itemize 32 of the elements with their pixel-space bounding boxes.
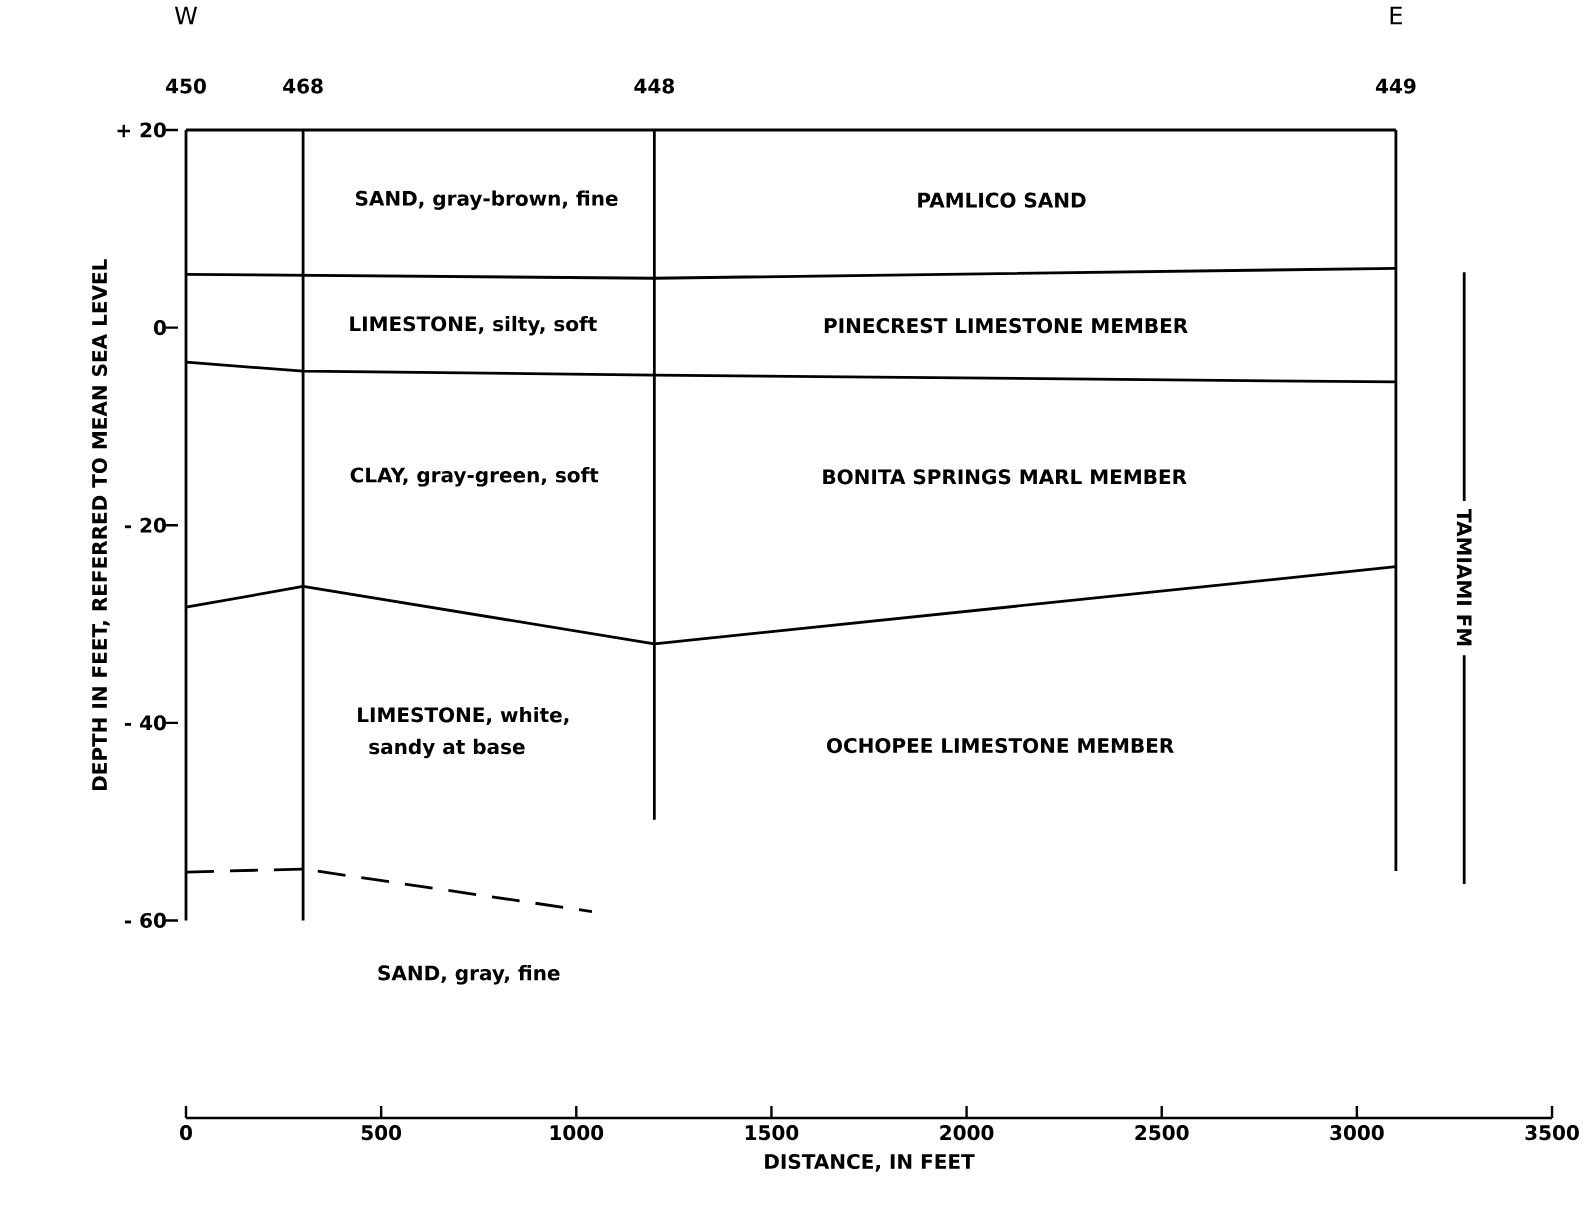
annotation: BONITA SPRINGS MARL MEMBER — [823, 469, 1187, 485]
x-tick-label: 0 — [180, 1125, 192, 1141]
y-axis-title: DEPTH IN FEET, REFERRED TO MEAN SEA LEVEL — [91, 259, 110, 791]
text: W — [174, 6, 198, 25]
y-tick-label: - 20 — [124, 517, 166, 533]
text: 449 — [1375, 78, 1416, 94]
annotation: SAND, gray-brown, fine — [355, 190, 618, 210]
text: TAMIAMI FM — [1456, 509, 1472, 646]
x-axis-title: DISTANCE, IN FEET — [765, 1153, 975, 1172]
annotation: sandy at base — [369, 738, 525, 759]
text: 448 — [634, 78, 674, 94]
x-tick-label: 3500 — [1525, 1125, 1579, 1141]
text: 468 — [283, 78, 323, 94]
annotation: PINECREST LIMESTONE MEMBER — [824, 318, 1188, 334]
annotation: PAMLICO SAND — [918, 192, 1086, 208]
x-tick-label: 3000 — [1330, 1125, 1384, 1141]
y-tick-label: + 20 — [117, 122, 166, 138]
text: 450 — [166, 78, 206, 94]
x-tick-label: 2000 — [940, 1125, 994, 1141]
x-tick-label: 2500 — [1135, 1125, 1189, 1141]
y-tick-label: - 40 — [124, 715, 166, 731]
annotation: CLAY, gray-green, soft — [350, 467, 599, 487]
annotation: LIMESTONE, white, — [358, 706, 569, 725]
annotation: OCHOPEE LIMESTONE MEMBER — [826, 737, 1174, 754]
annotation: LIMESTONE, silty, soft — [350, 315, 597, 336]
text: E — [1390, 6, 1402, 25]
y-tick-label: - 60 — [124, 912, 166, 928]
annotation: SAND, gray, fine — [378, 964, 560, 985]
x-tick-label: 1500 — [745, 1125, 799, 1141]
x-tick-label: 1000 — [550, 1125, 604, 1141]
y-tick-label: 0 — [153, 320, 166, 336]
x-tick-label: 500 — [361, 1125, 402, 1141]
